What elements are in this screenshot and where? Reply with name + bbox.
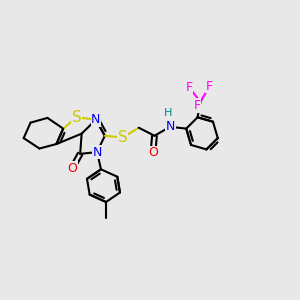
Text: N: N [92, 146, 102, 159]
Text: S: S [118, 130, 128, 145]
Text: S: S [72, 110, 82, 125]
Text: F: F [194, 99, 200, 112]
Text: F: F [186, 81, 193, 94]
Text: N: N [166, 120, 175, 133]
Text: O: O [148, 146, 158, 160]
Text: N: N [91, 113, 101, 126]
Text: H: H [164, 108, 172, 118]
Text: F: F [206, 80, 213, 93]
Text: O: O [67, 162, 77, 175]
